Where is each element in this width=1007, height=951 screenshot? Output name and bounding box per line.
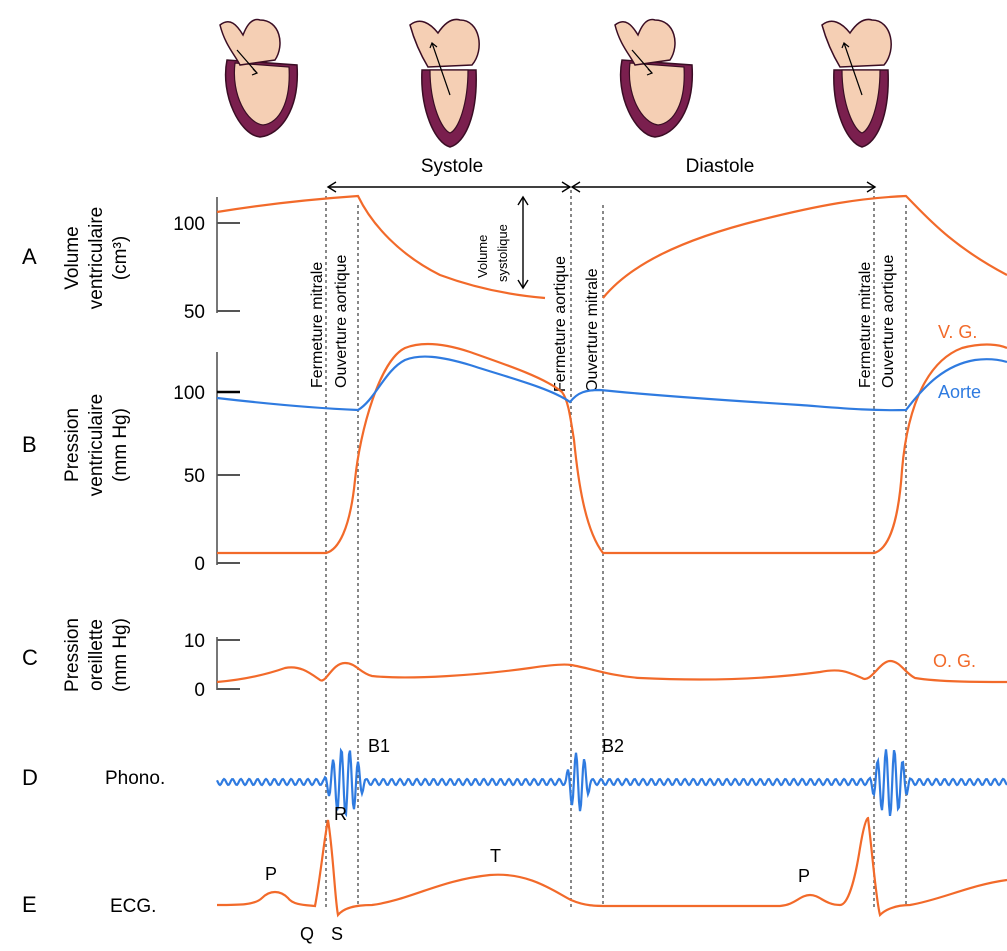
label-b1: B1 — [368, 736, 390, 756]
panel-e-title: ECG. — [110, 896, 156, 917]
panel-a-title-line-1: Volume — [62, 226, 83, 289]
panel-b-axis: 100 50 0 — [173, 352, 240, 575]
label-b2: B2 — [602, 736, 624, 756]
phonocardiogram-trace — [216, 747, 1007, 818]
panel-c-tick-10: 10 — [184, 631, 205, 652]
panel-c-title-line-1: Pression — [62, 618, 83, 692]
diastole-label: Diastole — [686, 156, 755, 177]
panel-c-title-line-2: oreillette — [86, 619, 107, 691]
label-mitral-close-2: Fermeture mitrale — [857, 262, 874, 388]
systole-span: Systole — [326, 156, 572, 193]
ecg-label-r: R — [334, 804, 347, 824]
lv-volume-curve-1 — [216, 194, 546, 300]
stroke-volume-label-1: Volume — [475, 235, 490, 278]
panel-a-title-line-2: ventriculaire — [86, 207, 107, 309]
ecg-trace — [216, 816, 1007, 918]
stroke-volume-label-2: systolique — [495, 224, 510, 282]
ecg-label-t: T — [490, 846, 501, 866]
panel-b-title-line-3: (mm Hg) — [110, 408, 131, 482]
panel-b-title: Pression ventriculaire (mm Hg) — [62, 394, 131, 496]
label-aortic-close: Fermeture aortique — [552, 256, 569, 392]
ecg-label-p2: P — [798, 866, 810, 886]
label-lv: V. G. — [938, 322, 977, 342]
heart-icon-1 — [219, 18, 298, 138]
panel-c-axis: 10 0 — [184, 631, 240, 701]
label-aorta: Aorte — [938, 382, 981, 402]
panel-b-tick-0: 0 — [194, 554, 205, 575]
diastole-span: Diastole — [570, 156, 877, 193]
panel-letter-d: D — [22, 765, 38, 790]
panel-letter-e: E — [22, 892, 37, 917]
ecg-label-q: Q — [300, 924, 314, 944]
panel-b-title-line-2: ventriculaire — [86, 394, 107, 496]
heart-icon-2 — [409, 18, 480, 148]
panel-b-title-line-1: Pression — [62, 408, 83, 482]
panel-letter-a: A — [22, 244, 37, 269]
panel-c-title: Pression oreillette (mm Hg) — [62, 618, 131, 692]
aortic-pressure-curve — [216, 355, 1007, 412]
panel-b-tick-50: 50 — [184, 466, 205, 487]
label-la: O. G. — [933, 651, 976, 671]
label-mitral-open: Ouverture mitrale — [584, 268, 601, 392]
panel-a-title-line-3: (cm³) — [110, 236, 131, 280]
panel-c-tick-0: 0 — [194, 680, 205, 701]
label-mitral-close-1: Fermeture mitrale — [309, 262, 326, 388]
lv-volume-curve-2 — [602, 194, 1007, 299]
label-aortic-open-2: Ouverture aortique — [880, 254, 897, 388]
panel-a-tick-50: 50 — [184, 302, 205, 323]
la-pressure-curve — [216, 659, 1007, 684]
systole-label: Systole — [421, 156, 483, 177]
stroke-volume-arrow — [517, 195, 529, 290]
panel-a-axis: 100 50 — [173, 197, 240, 323]
label-aortic-open-1: Ouverture aortique — [333, 254, 350, 388]
panel-b-tick-100: 100 — [173, 383, 205, 404]
panel-a-title: Volume ventriculaire (cm³) — [62, 207, 131, 309]
heart-icon-3 — [614, 18, 693, 138]
event-lines — [325, 190, 907, 910]
heart-icon-4 — [821, 18, 892, 148]
panel-a-tick-100: 100 — [173, 214, 205, 235]
panel-letter-b: B — [22, 432, 37, 457]
panel-letter-c: C — [22, 645, 38, 670]
lv-pressure-curve — [217, 342, 1007, 555]
ecg-label-p1: P — [265, 864, 277, 884]
ecg-label-s: S — [331, 924, 343, 944]
panel-c-title-line-3: (mm Hg) — [110, 618, 131, 692]
panel-d-title: Phono. — [105, 768, 165, 789]
